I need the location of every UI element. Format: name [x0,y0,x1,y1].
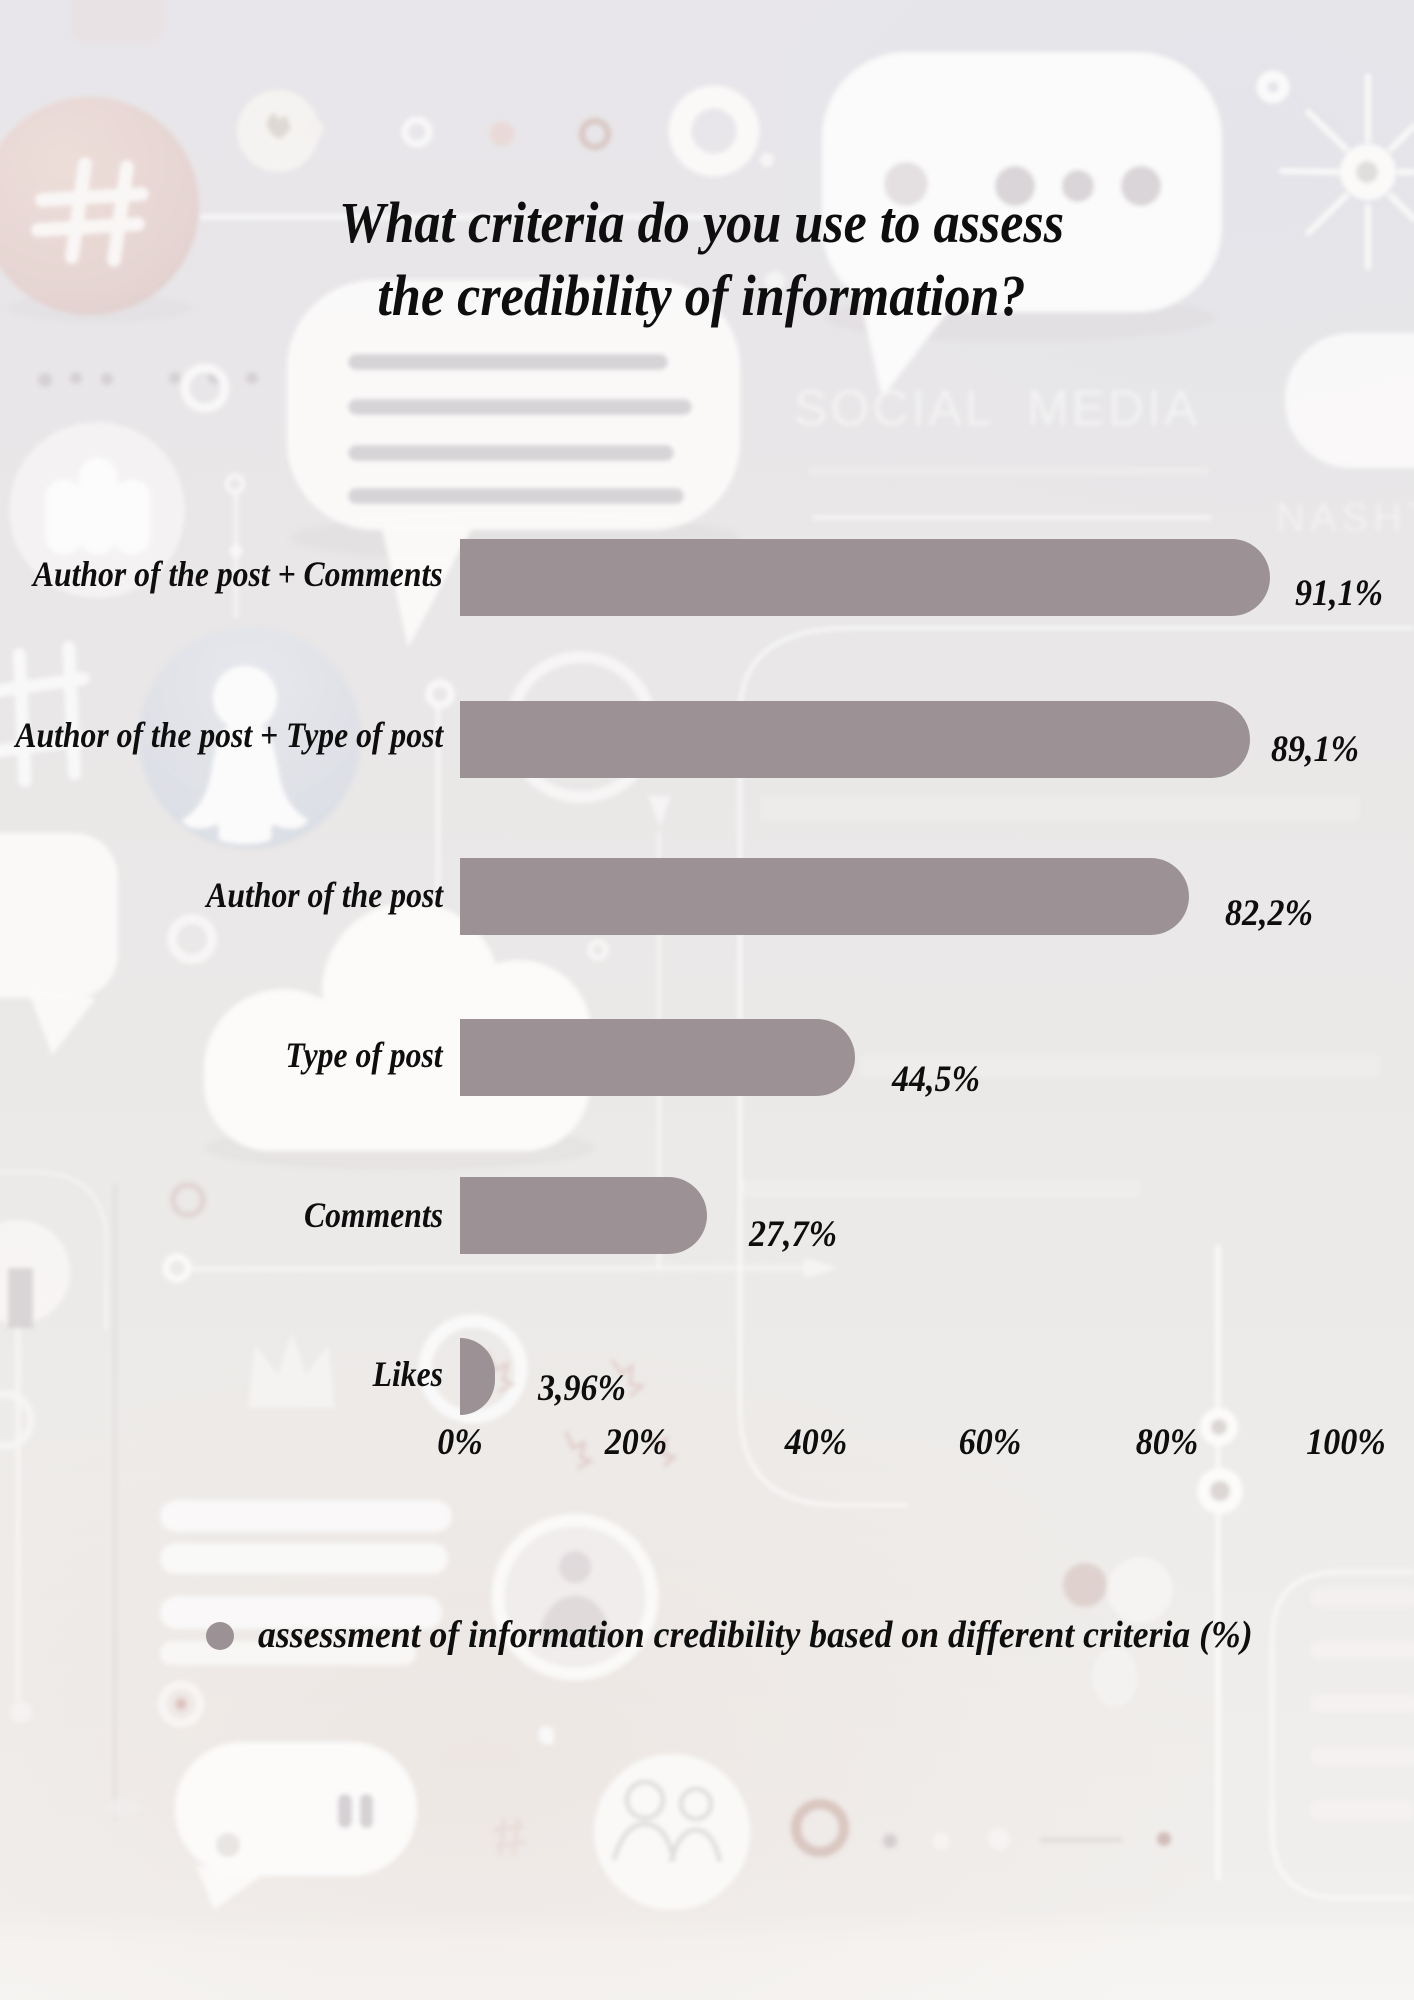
svg-text:SOCIAL: SOCIAL [794,380,995,436]
svg-text:NASHT: NASHT [1276,496,1414,540]
svg-text:MEDIA: MEDIA [1027,380,1200,436]
